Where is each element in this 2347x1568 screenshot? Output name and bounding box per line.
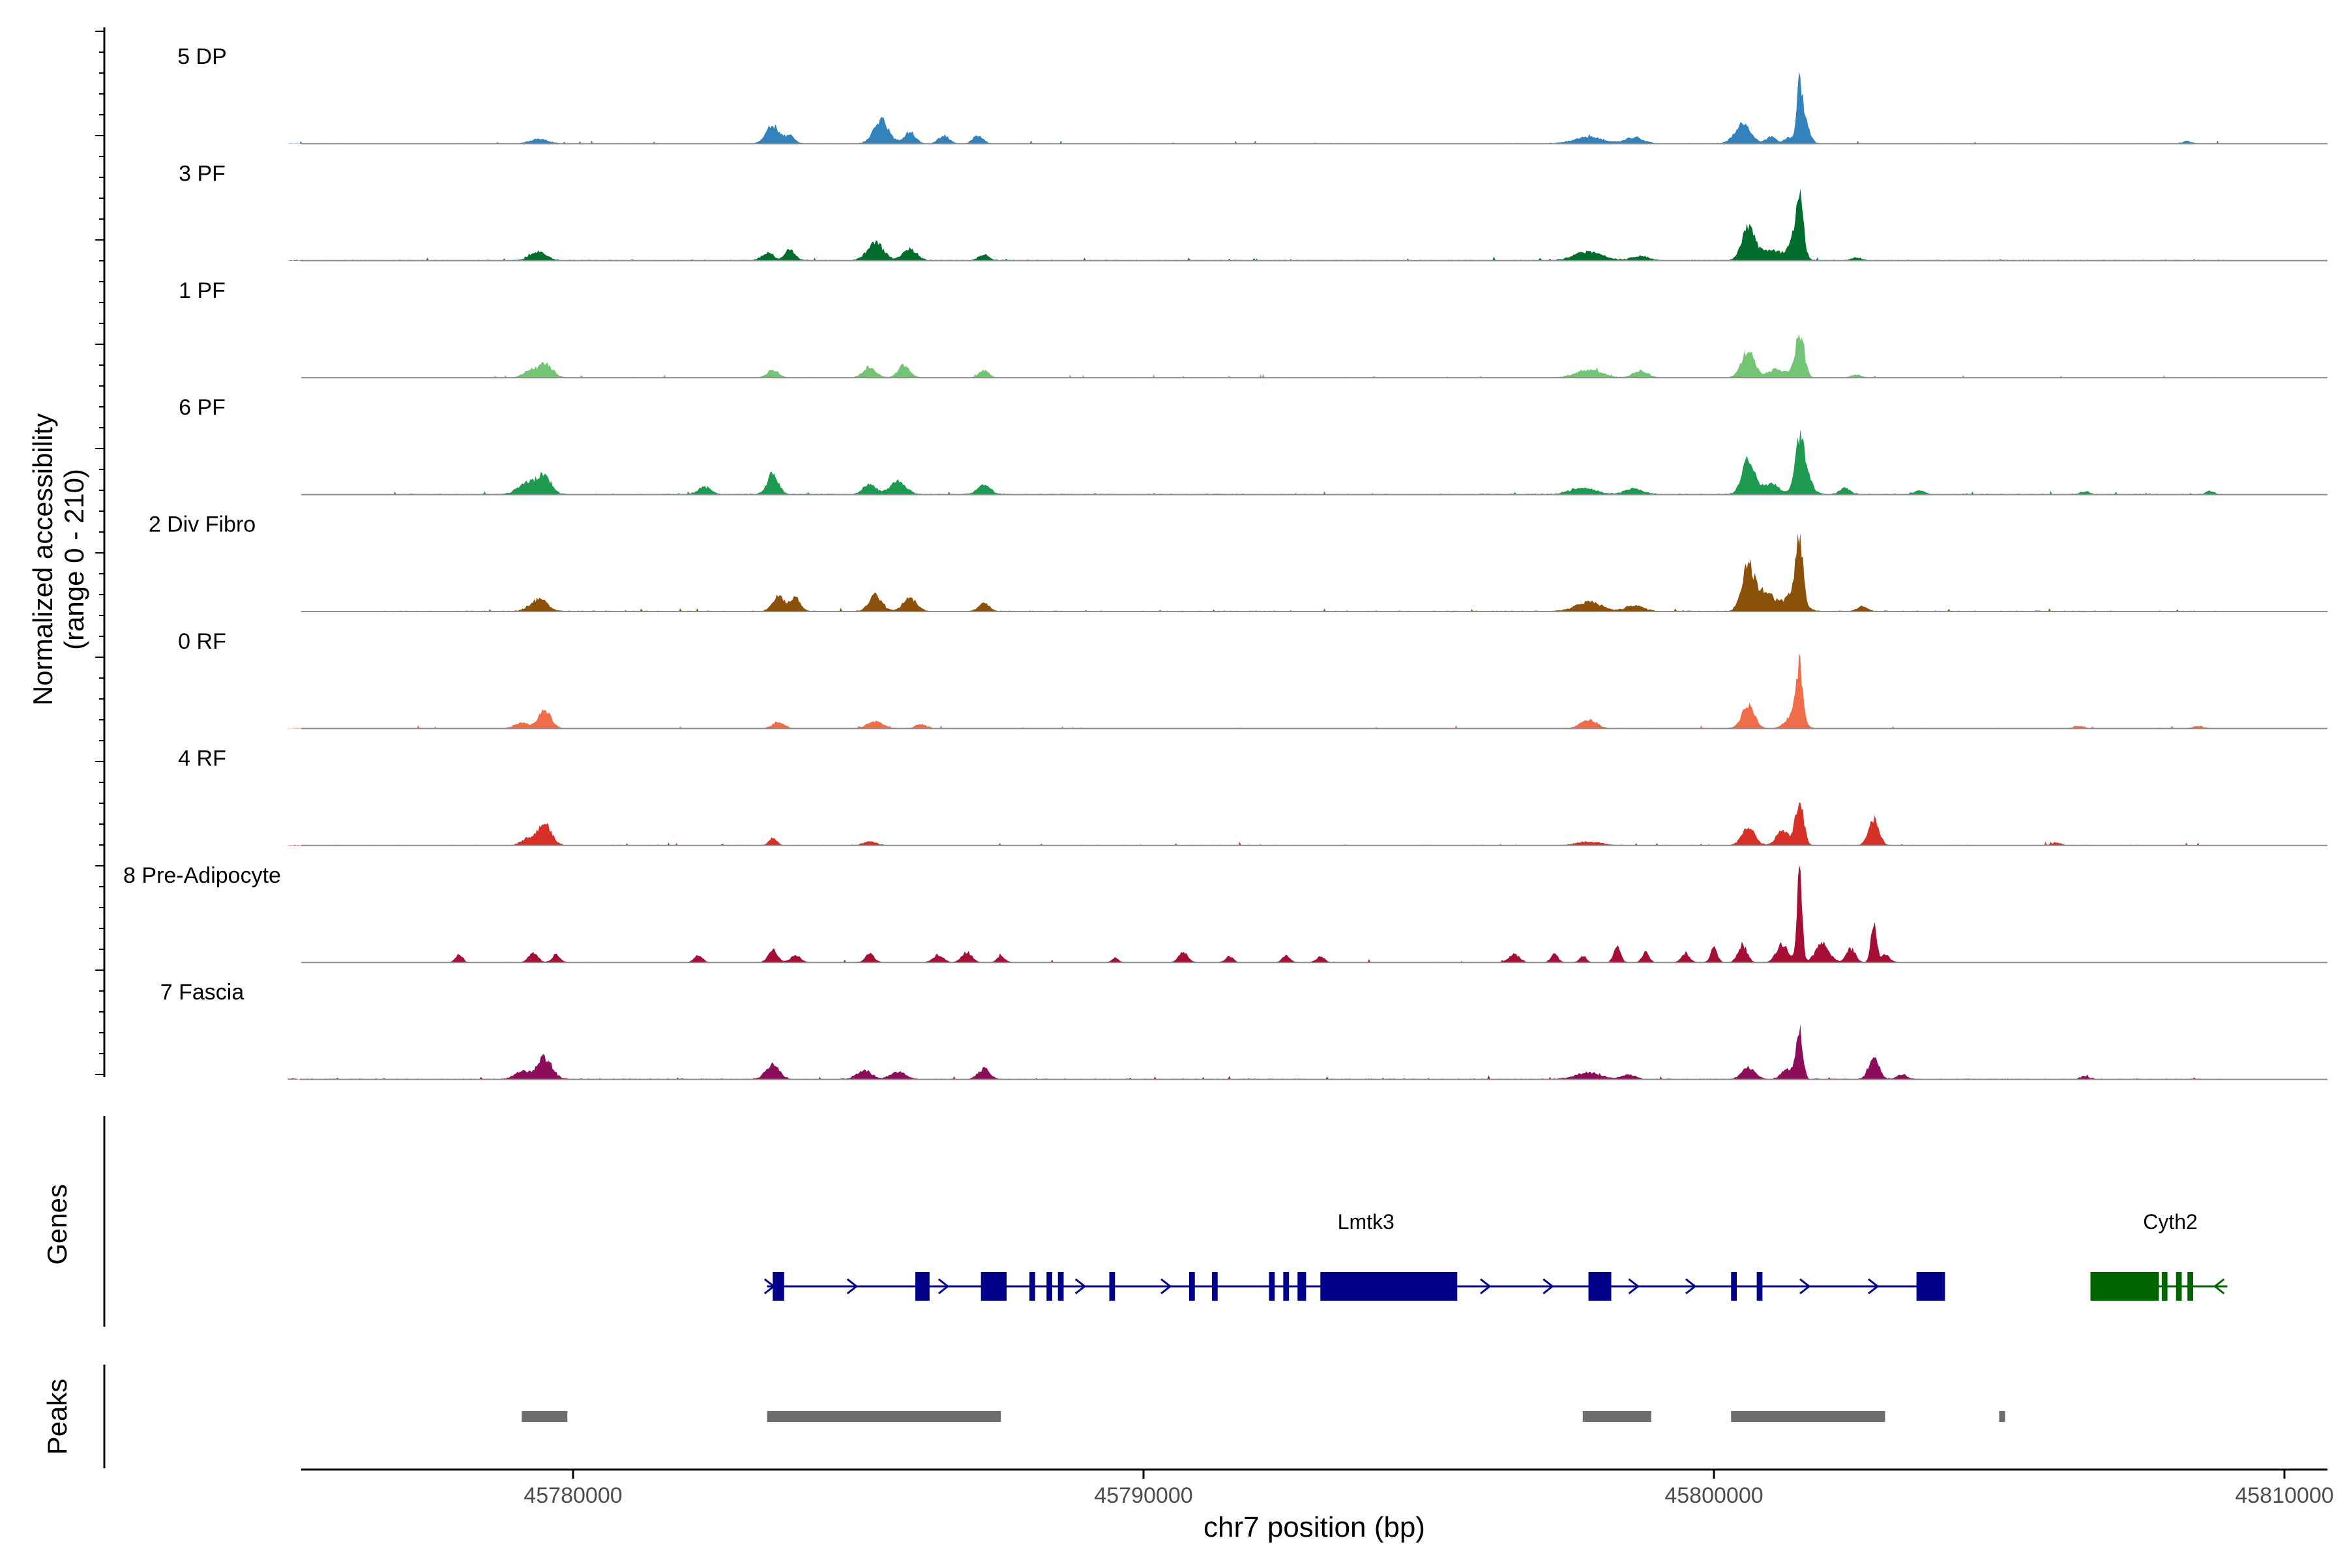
exon-block	[915, 1272, 930, 1301]
exon-block	[2161, 1272, 2168, 1301]
exon-block	[1046, 1272, 1052, 1301]
x-tick-label: 45810000	[2235, 1483, 2333, 1508]
exon-block	[2090, 1272, 2159, 1301]
x-tick-label: 45780000	[524, 1483, 622, 1508]
peak-region	[1731, 1411, 1885, 1422]
track-label-2-div-fibro: 2 Div Fibro	[149, 512, 256, 537]
exon-block	[2187, 1272, 2193, 1301]
exon-block	[1588, 1272, 1612, 1301]
exon-block	[1269, 1272, 1275, 1301]
strand-arrow	[1543, 1278, 1554, 1295]
track-label-8-pre-adipocyte: 8 Pre-Adipocyte	[123, 863, 281, 888]
peak-region	[1582, 1411, 1651, 1422]
track-label-6-pf: 6 PF	[179, 395, 226, 420]
gene-label-lmtk3: Lmtk3	[1338, 1210, 1395, 1234]
exon-block	[1109, 1272, 1115, 1301]
track-label-4-rf: 4 RF	[178, 746, 226, 771]
track-3-pf: 3 PF	[179, 161, 2327, 261]
track-label-7-fascia: 7 Fascia	[160, 980, 244, 1005]
x-tick-label: 45790000	[1094, 1483, 1192, 1508]
y-axis-label-line2: (range 0 - 210)	[59, 469, 89, 650]
strand-arrow	[937, 1278, 950, 1295]
genes-track-label: Genes	[42, 1184, 72, 1265]
strand-arrow	[1160, 1278, 1172, 1295]
x-axis-ticks: 45780000 45790000 45800000 45810000	[524, 1470, 2334, 1508]
gene-lmtk3: Lmtk3	[763, 1210, 1945, 1301]
strand-arrow	[1799, 1278, 1811, 1295]
strand-arrow	[1868, 1278, 1880, 1295]
coverage-area-3-pf	[288, 188, 2228, 261]
track-5-dp: 5 DP	[177, 44, 2327, 145]
track-8-pre-adipocyte: 8 Pre-Adipocyte	[123, 863, 2327, 964]
strand-arrow	[1480, 1278, 1492, 1295]
peaks-track	[522, 1411, 2005, 1422]
track-7-fascia: 7 Fascia	[160, 980, 2327, 1080]
coverage-area-7-fascia	[288, 1024, 2228, 1080]
y-axis-label-line1: Normalized accessibility	[27, 413, 58, 705]
track-4-rf: 4 RF	[178, 746, 2327, 846]
exon-block	[2176, 1272, 2182, 1301]
strand-arrow	[2213, 1278, 2225, 1295]
track-label-0-rf: 0 RF	[178, 629, 226, 654]
peak-region	[767, 1411, 1001, 1422]
y-axis-ticks	[95, 31, 104, 1075]
exon-block	[1189, 1272, 1195, 1301]
peaks-track-label: Peaks	[42, 1379, 72, 1455]
track-label-5-dp: 5 DP	[177, 44, 227, 69]
coverage-tracks: 5 DP 3 PF 1 PF 6 PF 2 Div Fibro 0 RF 4 RF 8 Pre…	[123, 44, 2327, 1080]
exon-block	[1029, 1272, 1035, 1301]
exon-block	[1731, 1272, 1737, 1301]
track-label-1-pf: 1 PF	[179, 278, 226, 303]
strand-arrow	[1628, 1278, 1640, 1295]
exon-block	[1320, 1272, 1458, 1301]
x-axis-label: chr7 position (bp)	[1203, 1511, 1425, 1543]
gene-label-cyth2: Cyth2	[2143, 1210, 2198, 1234]
peak-region	[522, 1411, 568, 1422]
genes-track: Lmtk3 Cyth2	[763, 1210, 2228, 1301]
strand-arrow	[846, 1278, 859, 1295]
track-2-div-fibro: 2 Div Fibro	[149, 512, 2327, 612]
track-6-pf: 6 PF	[179, 395, 2327, 496]
exon-block	[773, 1272, 784, 1301]
exon-block	[981, 1272, 1007, 1301]
exon-block	[1057, 1272, 1064, 1301]
exon-block	[1283, 1272, 1290, 1301]
track-label-3-pf: 3 PF	[179, 161, 226, 186]
track-1-pf: 1 PF	[179, 278, 2327, 379]
coverage-area-5-dp	[288, 71, 2228, 144]
x-tick-label: 45800000	[1664, 1483, 1763, 1508]
peak-region	[1999, 1411, 2005, 1422]
strand-arrow	[1074, 1278, 1087, 1295]
exon-block	[1916, 1272, 1945, 1301]
exon-block	[1297, 1272, 1306, 1301]
gene-cyth2: Cyth2	[2090, 1210, 2228, 1301]
exon-block	[1756, 1272, 1763, 1301]
strand-arrow	[1685, 1278, 1697, 1295]
coverage-area-4-rf	[288, 802, 2228, 846]
track-0-rf: 0 RF	[178, 629, 2327, 730]
exon-block	[1212, 1272, 1218, 1301]
